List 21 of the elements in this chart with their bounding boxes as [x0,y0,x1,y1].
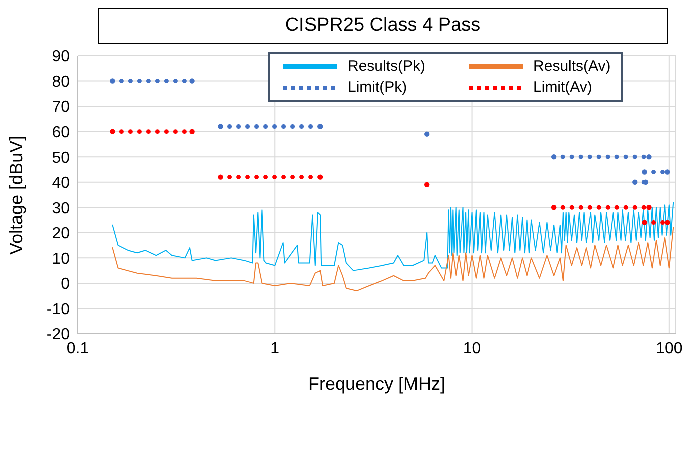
chart-title: CISPR25 Class 4 Pass [98,8,668,44]
y-tick-label: 90 [52,48,70,66]
y-tick-label: 50 [52,150,70,167]
y-tick-label: 10 [52,250,70,268]
legend-label: Limit(Pk) [348,79,408,96]
x-tick-label: 1 [270,340,280,358]
y-tick-label: 40 [52,175,70,192]
y-tick-label: 60 [52,124,70,142]
legend-label: Results(Pk) [348,58,426,75]
y-tick-label: 0 [61,276,70,294]
x-axis-title: Frequency [MHz] [308,374,446,394]
legend-label: Limit(Av) [534,79,592,96]
y-axis-title: Voltage [dBuV] [6,136,26,255]
x-tick-label: 100 [656,340,683,358]
x-tick-label: 10 [463,340,482,358]
y-tick-label: -10 [46,301,70,318]
y-tick-label: 30 [52,200,70,218]
legend-label: Results(Av) [534,58,611,75]
y-tick-label: 80 [52,74,70,91]
y-tick-label: 20 [52,226,70,243]
y-tick-label: 70 [52,99,70,116]
